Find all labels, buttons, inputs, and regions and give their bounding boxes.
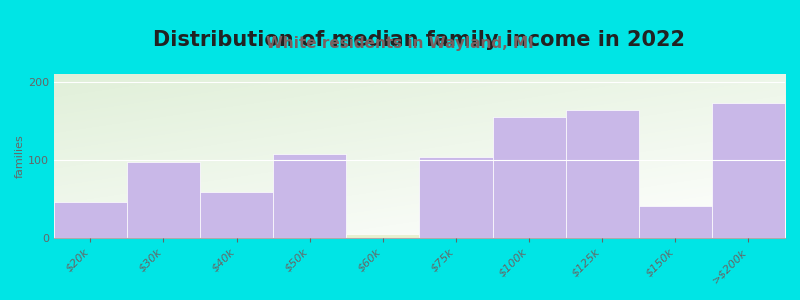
Bar — [273, 154, 346, 238]
Bar — [638, 206, 712, 238]
Bar — [566, 110, 638, 238]
Bar — [200, 192, 273, 238]
Bar — [712, 103, 785, 238]
Text: White residents in Wayland, MI: White residents in Wayland, MI — [266, 36, 534, 51]
Bar — [419, 157, 493, 238]
Bar — [54, 202, 127, 238]
Title: Distribution of median family income in 2022: Distribution of median family income in … — [154, 30, 686, 50]
Bar — [127, 162, 200, 238]
Y-axis label: families: families — [15, 134, 25, 178]
Bar — [493, 117, 566, 238]
Bar — [346, 234, 419, 238]
